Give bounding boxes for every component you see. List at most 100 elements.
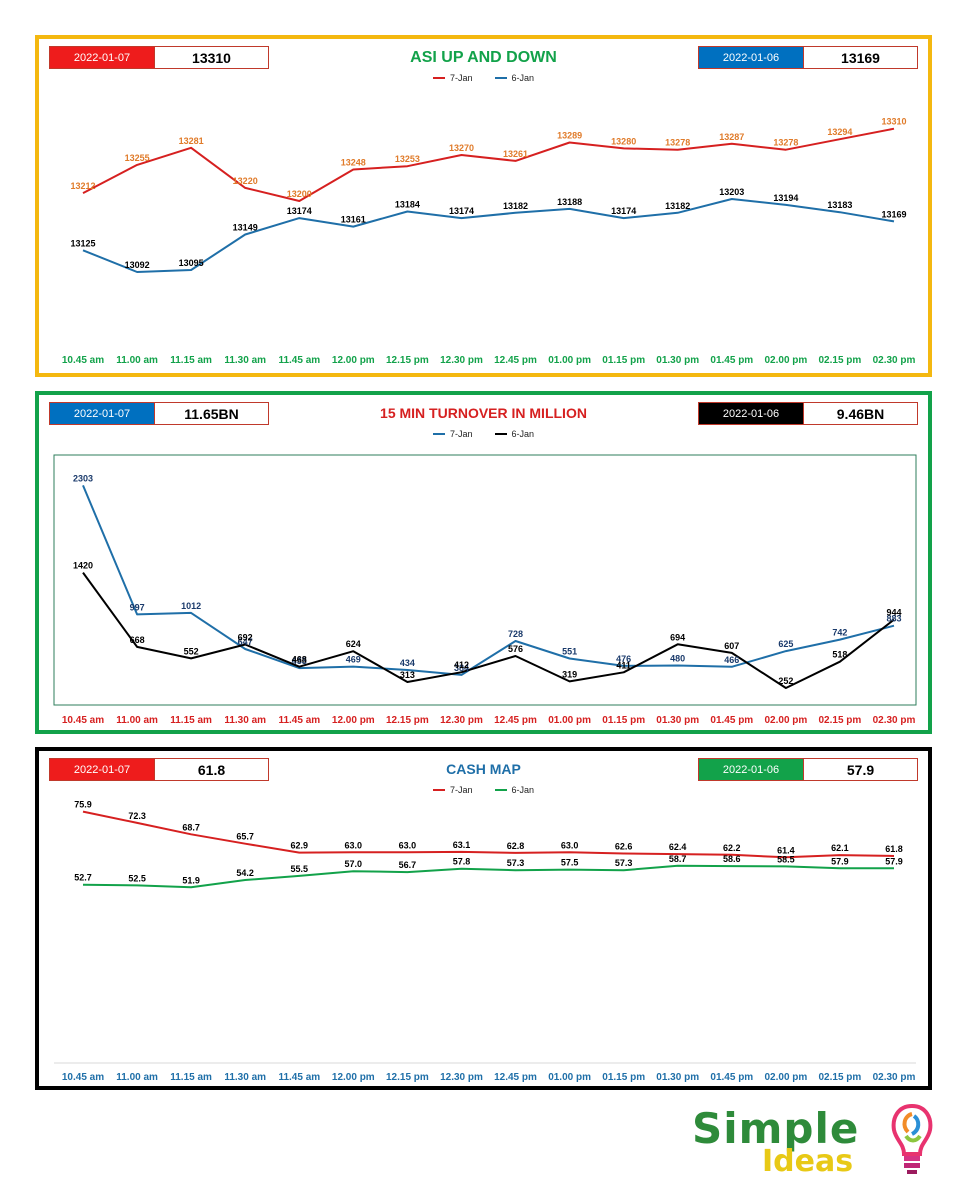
x-tick-label: 01.45 pm bbox=[710, 715, 753, 726]
data-label: 313 bbox=[400, 670, 415, 680]
data-label: 411 bbox=[616, 660, 631, 670]
data-label: 997 bbox=[130, 602, 145, 612]
kpi-current-asi: 2022-01-07 13310 bbox=[49, 46, 269, 69]
x-tick-label: 01.30 pm bbox=[656, 1072, 699, 1083]
x-tick-label: 11.45 am bbox=[278, 355, 320, 366]
simple-ideas-logo: Simple Ideas bbox=[692, 1100, 942, 1185]
data-label: 13095 bbox=[179, 258, 204, 268]
x-tick-label: 11.15 am bbox=[170, 355, 212, 366]
data-label: 668 bbox=[130, 635, 145, 645]
x-tick-label: 02.00 pm bbox=[764, 715, 807, 726]
data-label: 13278 bbox=[665, 138, 690, 148]
kpi-previous-turnover: 2022-01-06 9.46BN bbox=[698, 402, 918, 425]
data-label: 13281 bbox=[179, 136, 204, 146]
data-label: 13289 bbox=[557, 131, 582, 141]
data-label: 2303 bbox=[73, 473, 93, 483]
data-label: 551 bbox=[562, 647, 577, 657]
x-tick-label: 11.30 am bbox=[224, 715, 266, 726]
data-label: 13203 bbox=[719, 187, 744, 197]
data-label: 434 bbox=[400, 658, 415, 668]
data-label: 55.5 bbox=[291, 864, 309, 874]
x-tick-label: 12.15 pm bbox=[386, 355, 429, 366]
asi-chart-panel: 2022-01-07 13310 2022-01-06 13169 ASI UP… bbox=[35, 35, 932, 377]
data-label: 412 bbox=[454, 660, 469, 670]
kpi-value: 9.46BN bbox=[803, 403, 917, 424]
x-tick-label: 01.15 pm bbox=[602, 715, 645, 726]
data-label: 319 bbox=[562, 669, 577, 679]
data-label: 576 bbox=[508, 644, 523, 654]
data-label: 65.7 bbox=[236, 832, 254, 842]
x-tick-label: 12.30 pm bbox=[440, 355, 483, 366]
data-label: 61.4 bbox=[777, 845, 795, 855]
data-label: 13183 bbox=[827, 200, 852, 210]
kpi-date: 2022-01-06 bbox=[699, 403, 803, 424]
series-line-7-Jan bbox=[82, 810, 895, 859]
x-tick-label: 01.00 pm bbox=[548, 355, 591, 366]
x-tick-label: 02.15 pm bbox=[818, 1072, 861, 1083]
plot-area-border bbox=[53, 454, 917, 706]
turnover-line-chart: 2303 997 1012 647 453 469 434 384 728 551 476 480 46… bbox=[53, 454, 917, 726]
data-label: 13220 bbox=[233, 176, 258, 186]
x-tick-label: 12.45 pm bbox=[494, 1072, 537, 1083]
series-line-7-Jan bbox=[82, 127, 895, 202]
x-tick-label: 11.00 am bbox=[116, 1072, 158, 1083]
kpi-date: 2022-01-07 bbox=[50, 403, 154, 424]
x-tick-label: 01.30 pm bbox=[656, 355, 699, 366]
data-label: 13174 bbox=[611, 206, 636, 216]
data-label: 624 bbox=[346, 639, 361, 649]
x-tick-label: 12.15 pm bbox=[386, 715, 429, 726]
x-tick-label: 10.45 am bbox=[62, 715, 104, 726]
x-tick-label: 12.00 pm bbox=[332, 715, 375, 726]
data-label: 13161 bbox=[341, 215, 366, 225]
data-label: 56.7 bbox=[399, 860, 417, 870]
data-label: 57.0 bbox=[345, 859, 363, 869]
data-label: 54.2 bbox=[236, 868, 254, 878]
data-label: 57.9 bbox=[885, 856, 903, 866]
data-label: 51.9 bbox=[182, 875, 200, 885]
data-label: 63.1 bbox=[453, 840, 471, 850]
kpi-date: 2022-01-07 bbox=[50, 47, 154, 68]
data-label: 58.6 bbox=[723, 854, 741, 864]
x-tick-label: 02.30 pm bbox=[873, 1072, 916, 1083]
data-label: 1420 bbox=[73, 561, 93, 571]
data-label: 63.0 bbox=[345, 840, 363, 850]
data-label: 13253 bbox=[395, 154, 420, 164]
data-label: 57.8 bbox=[453, 857, 471, 867]
data-label: 68.7 bbox=[182, 822, 200, 832]
data-label: 13169 bbox=[881, 209, 906, 219]
x-tick-label: 11.45 am bbox=[278, 715, 320, 726]
x-tick-label: 01.30 pm bbox=[656, 715, 699, 726]
x-tick-label: 12.45 pm bbox=[494, 715, 537, 726]
data-label: 13182 bbox=[665, 201, 690, 211]
data-label: 453 bbox=[292, 656, 307, 666]
x-tick-label: 12.45 pm bbox=[494, 355, 537, 366]
data-label: 62.1 bbox=[831, 843, 849, 853]
data-label: 61.8 bbox=[885, 844, 903, 854]
data-label: 552 bbox=[184, 646, 199, 656]
kpi-value: 57.9 bbox=[803, 759, 917, 780]
data-label: 72.3 bbox=[128, 811, 146, 821]
x-tick-label: 11.00 am bbox=[116, 355, 158, 366]
data-label: 63.0 bbox=[561, 840, 579, 850]
x-tick-label: 02.00 pm bbox=[764, 1072, 807, 1083]
series-line-6-Jan bbox=[82, 198, 895, 273]
data-label: 13174 bbox=[449, 206, 474, 216]
data-label: 13200 bbox=[287, 189, 312, 199]
data-label: 384 bbox=[454, 663, 469, 673]
data-label: 13261 bbox=[503, 149, 528, 159]
x-tick-label: 01.15 pm bbox=[602, 355, 645, 366]
data-label: 57.9 bbox=[831, 856, 849, 866]
series-line-7-Jan bbox=[82, 485, 895, 676]
x-tick-label: 02.30 pm bbox=[873, 715, 916, 726]
data-label: 480 bbox=[670, 654, 685, 664]
x-tick-label: 12.30 pm bbox=[440, 715, 483, 726]
lightbulb-icon bbox=[891, 1103, 933, 1174]
data-label: 252 bbox=[778, 676, 793, 686]
data-label: 62.9 bbox=[291, 841, 309, 851]
kpi-date: 2022-01-07 bbox=[50, 759, 154, 780]
data-label: 13280 bbox=[611, 136, 636, 146]
x-tick-label: 01.45 pm bbox=[710, 1072, 753, 1083]
data-label: 13194 bbox=[773, 193, 798, 203]
x-tick-label: 10.45 am bbox=[62, 355, 104, 366]
kpi-value: 61.8 bbox=[154, 759, 268, 780]
